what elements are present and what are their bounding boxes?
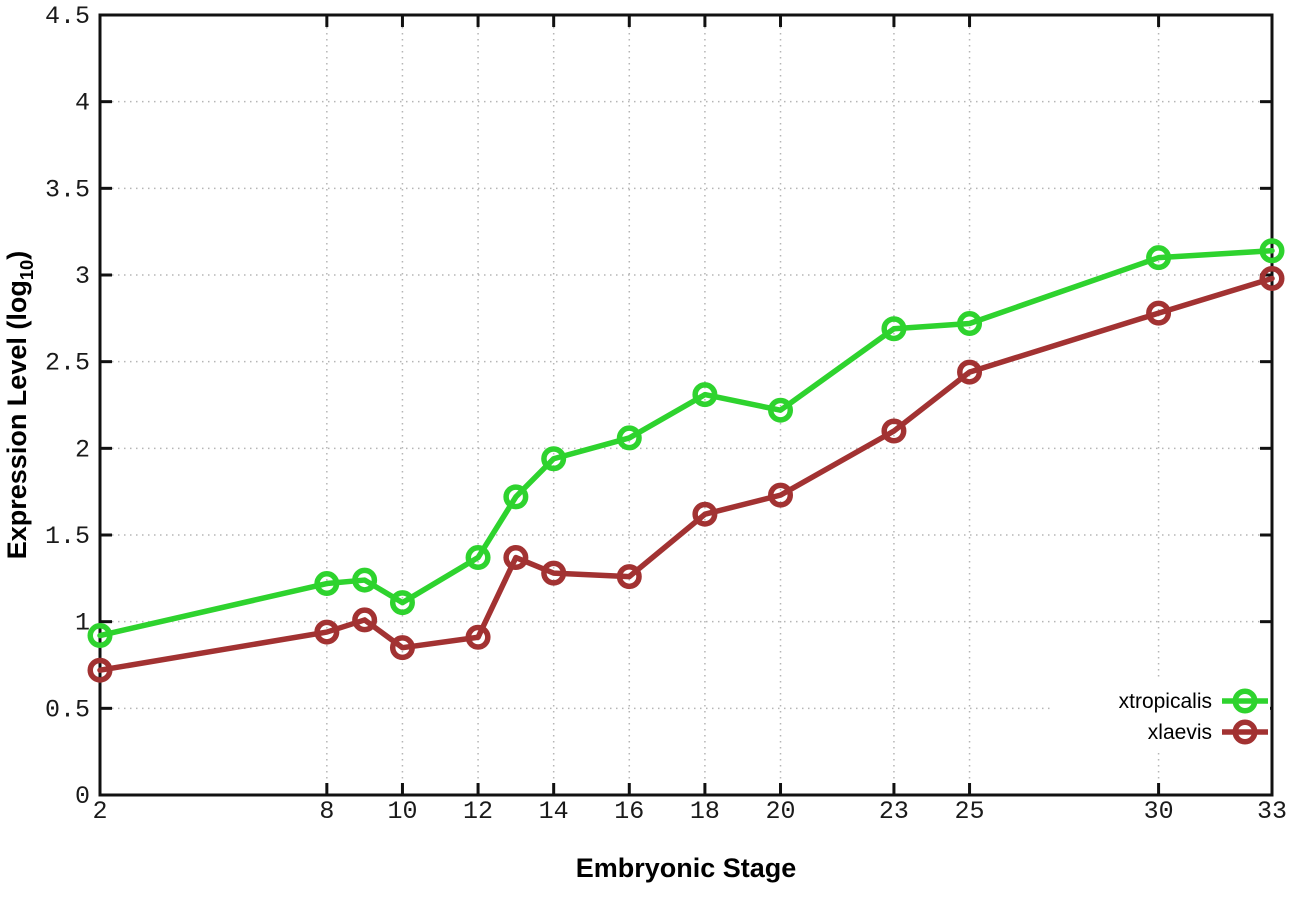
x-tick-label: 2 xyxy=(92,797,107,826)
plot-border xyxy=(98,13,1274,797)
data-point-xtropicalis xyxy=(465,545,491,571)
data-point-xtropicalis xyxy=(1259,238,1285,264)
y-tick-label: 4 xyxy=(75,89,90,118)
data-point-xtropicalis xyxy=(957,311,983,337)
data-point-xtropicalis xyxy=(768,397,794,423)
data-point-xtropicalis xyxy=(503,484,529,510)
y-tick-label: 0.5 xyxy=(45,695,90,724)
x-tick-label: 25 xyxy=(955,797,985,826)
y-tick-label: 1.5 xyxy=(45,522,90,551)
data-point-xtropicalis xyxy=(881,316,907,342)
data-point-xtropicalis xyxy=(87,623,113,649)
x-tick-label: 14 xyxy=(539,797,569,826)
y-tick-label: 4.5 xyxy=(45,2,90,31)
y-tick-label: 2 xyxy=(75,435,90,464)
data-point-xlaevis xyxy=(503,545,529,571)
y-tick-label: 2.5 xyxy=(45,349,90,378)
y-tick-label: 3 xyxy=(75,262,90,291)
y-tick-label: 0 xyxy=(75,782,90,811)
data-point-xtropicalis xyxy=(692,382,718,408)
x-tick-label: 33 xyxy=(1257,797,1287,826)
data-point-xtropicalis xyxy=(314,571,340,597)
data-point-xtropicalis xyxy=(352,567,378,593)
legend-label-xtropicalis: xtropicalis xyxy=(1119,690,1212,713)
x-tick-label: 16 xyxy=(614,797,644,826)
data-point-xlaevis xyxy=(389,635,415,661)
x-tick-label: 23 xyxy=(879,797,909,826)
data-point-xtropicalis xyxy=(616,425,642,451)
data-point-xlaevis xyxy=(352,607,378,633)
data-point-xlaevis xyxy=(465,624,491,650)
x-tick-label: 20 xyxy=(766,797,796,826)
data-point-xlaevis xyxy=(957,359,983,385)
data-point-xlaevis xyxy=(692,501,718,527)
legend-marker-xlaevis xyxy=(1232,719,1258,745)
data-point-xlaevis xyxy=(616,564,642,590)
data-point-xlaevis xyxy=(1146,300,1172,326)
legend-background xyxy=(1052,681,1270,753)
legend-label-xlaevis: xlaevis xyxy=(1148,721,1212,744)
data-point-xtropicalis xyxy=(1146,245,1172,271)
legend-marker-xtropicalis xyxy=(1232,688,1258,714)
y-axis-label: Expression Level (log10) xyxy=(2,251,37,560)
x-tick-label: 10 xyxy=(387,797,417,826)
data-point-xtropicalis xyxy=(389,590,415,616)
data-point-xtropicalis xyxy=(541,446,567,472)
x-axis-label: Embryonic Stage xyxy=(576,853,797,883)
x-tick-label: 18 xyxy=(690,797,720,826)
series-line-xtropicalis xyxy=(97,247,1275,639)
y-tick-label: 3.5 xyxy=(45,175,90,204)
data-point-xlaevis xyxy=(541,560,567,586)
x-tick-label: 8 xyxy=(319,797,334,826)
data-point-xlaevis xyxy=(768,482,794,508)
data-point-xlaevis xyxy=(87,657,113,683)
series-line-xlaevis xyxy=(97,275,1275,673)
x-tick-label: 12 xyxy=(463,797,493,826)
data-point-xlaevis xyxy=(314,619,340,645)
data-point-xlaevis xyxy=(881,418,907,444)
y-tick-label: 1 xyxy=(75,609,90,638)
x-tick-label: 30 xyxy=(1144,797,1174,826)
data-point-xlaevis xyxy=(1259,265,1285,291)
